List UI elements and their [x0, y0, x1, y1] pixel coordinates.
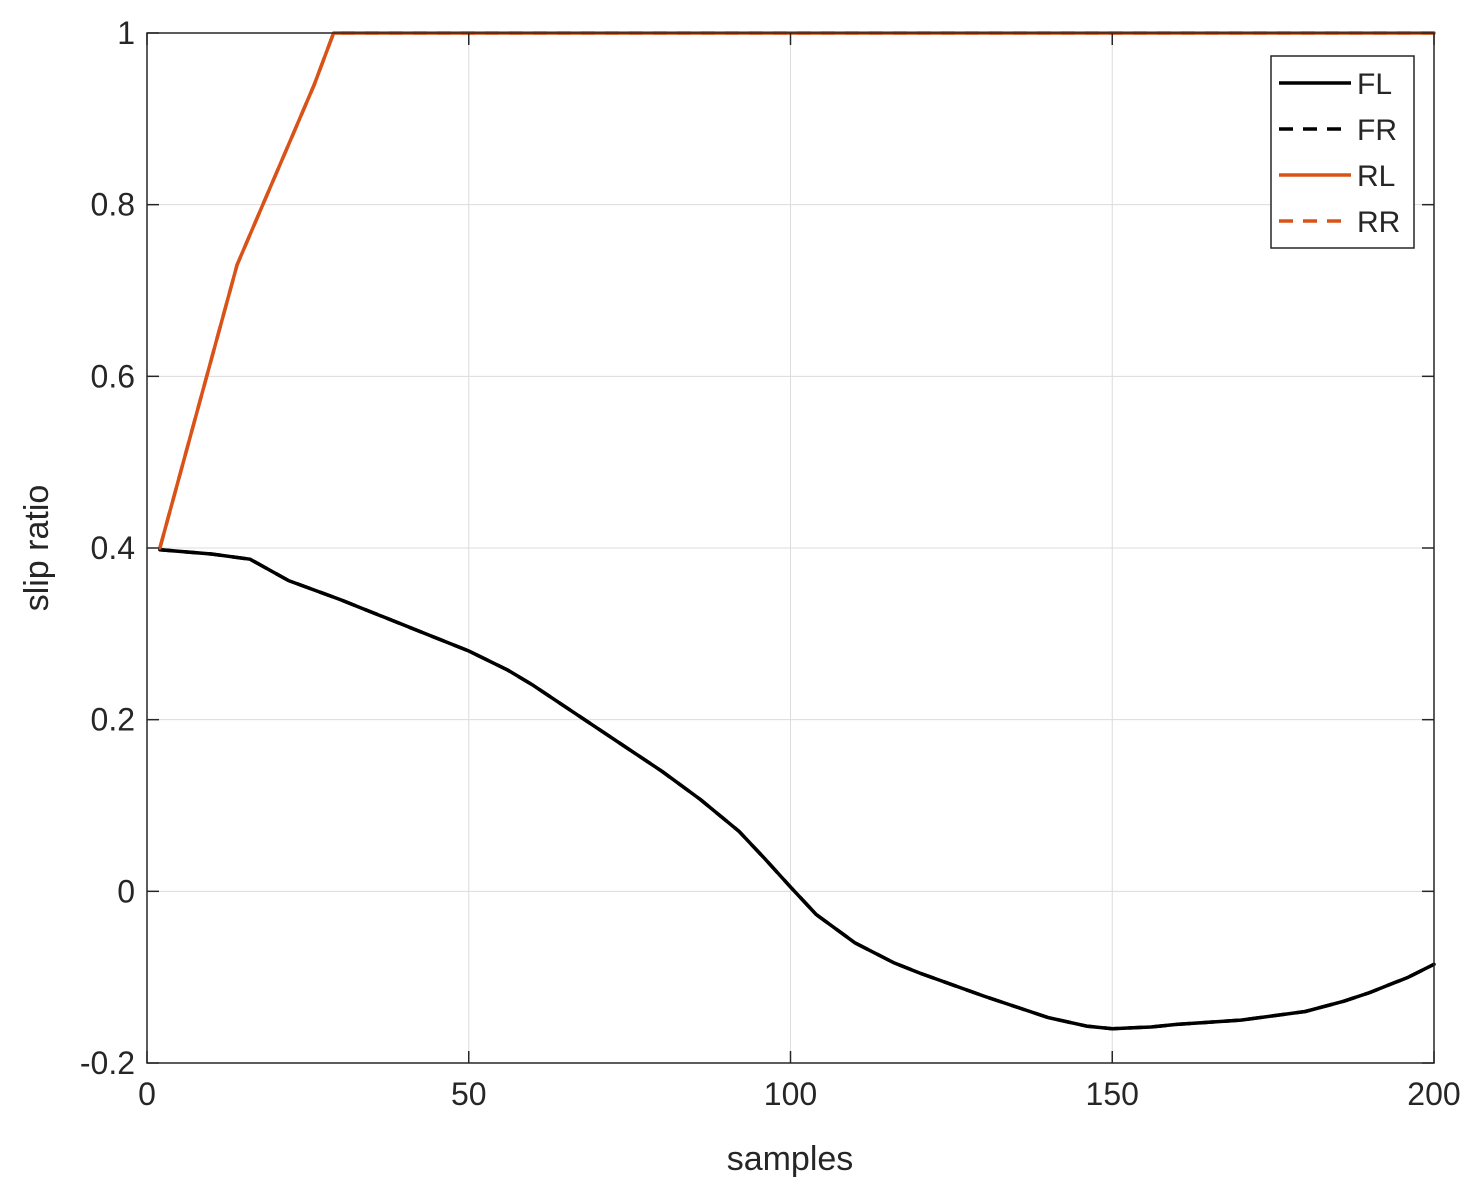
y-tick-label: 0.8 [91, 187, 135, 223]
y-tick-label: 0.2 [91, 702, 135, 738]
legend-label-fr: FR [1357, 114, 1397, 147]
y-tick-label: 0.6 [91, 358, 135, 394]
legend-box [1270, 55, 1415, 249]
x-tick-label: 150 [1086, 1076, 1139, 1112]
x-axis-label: samples [727, 1140, 854, 1178]
legend-label-rr: RR [1357, 206, 1400, 239]
legend-label-fl: FL [1357, 68, 1392, 101]
legend-label-rl: RL [1357, 160, 1395, 193]
legend: FL FR RL RR [1270, 55, 1415, 249]
series-layer [158, 31, 1436, 1031]
x-tick-label: 100 [764, 1076, 817, 1112]
x-tick-label: 200 [1407, 1076, 1460, 1112]
y-tick-label: -0.2 [80, 1045, 135, 1081]
series-line-fl [158, 547, 1436, 1031]
axis-ticks: 0 50 100 150 200-0.200.20.40.60.81 [80, 15, 1461, 1112]
grid-lines [147, 33, 1434, 1063]
x-tick-label: 0 [138, 1076, 156, 1112]
y-tick-label: 1 [117, 15, 135, 51]
x-tick-label: 50 [451, 1076, 487, 1112]
y-tick-label: 0.4 [91, 530, 135, 566]
y-axis-label: slip ratio [18, 485, 56, 612]
y-tick-label: 0 [117, 873, 135, 909]
series-line-rr [158, 31, 1434, 549]
